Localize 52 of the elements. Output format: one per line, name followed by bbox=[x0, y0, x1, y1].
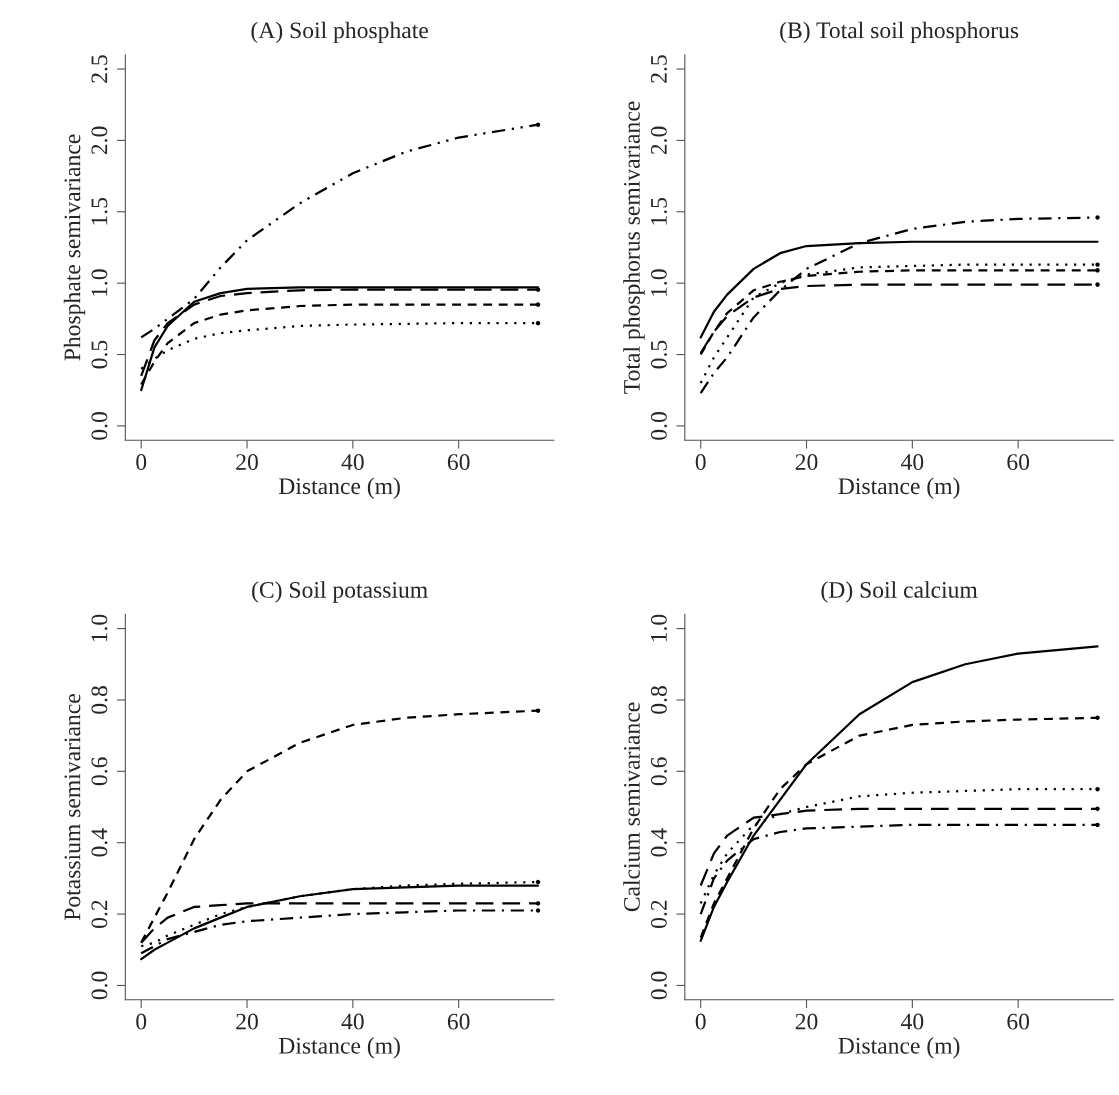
x-axis-title: Distance (m) bbox=[838, 477, 960, 499]
y-tick-label: 0.6 bbox=[650, 757, 667, 786]
x-tick-label: 60 bbox=[1007, 454, 1030, 470]
chart-title: (C) Soil potassium bbox=[252, 581, 428, 603]
y-axis-title: Phosphate semivariance bbox=[63, 134, 86, 361]
y-tick-label: 2.5 bbox=[650, 55, 667, 83]
y-axis-title: Calcium semivariance bbox=[623, 702, 640, 912]
y-tick-label: 0.2 bbox=[650, 900, 667, 928]
x-tick-label: 40 bbox=[341, 454, 364, 470]
y-tick-label: 0.5 bbox=[650, 340, 667, 369]
x-tick-label: 20 bbox=[795, 454, 818, 470]
x-tick-label: 20 bbox=[236, 454, 258, 470]
y-tick-label: 1.0 bbox=[91, 269, 108, 296]
x-tick-label: 60 bbox=[447, 1013, 470, 1030]
chart-title: (B) Total soil phosphorus bbox=[780, 21, 1019, 44]
y-tick-label: 0.6 bbox=[91, 757, 108, 786]
y-tick-label: 2.0 bbox=[91, 126, 108, 155]
x-tick-label: 40 bbox=[901, 454, 924, 470]
y-tick-label: 0.4 bbox=[650, 828, 667, 857]
y-tick-label: 1.5 bbox=[651, 197, 667, 225]
x-axis-title: Distance (m) bbox=[278, 1037, 400, 1059]
y-tick-label: 0.0 bbox=[91, 412, 108, 440]
x-tick-label: 40 bbox=[341, 1013, 364, 1030]
y-tick-label: 0.0 bbox=[91, 971, 108, 1000]
y-tick-label: 0.0 bbox=[650, 412, 667, 440]
x-tick-label: 0 bbox=[695, 454, 706, 470]
y-tick-label: 1.0 bbox=[91, 614, 108, 642]
x-tick-label: 60 bbox=[1007, 1013, 1030, 1030]
x-tick-label: 20 bbox=[795, 1013, 818, 1030]
y-tick-label: 2.0 bbox=[650, 126, 667, 155]
y-tick-label: 0.5 bbox=[91, 340, 108, 369]
y-tick-label: 0.8 bbox=[91, 686, 108, 714]
y-tick-label: 1.5 bbox=[91, 197, 108, 225]
x-tick-label: 0 bbox=[136, 1013, 147, 1030]
x-tick-label: 20 bbox=[236, 1013, 258, 1030]
y-tick-label: 0.2 bbox=[91, 900, 108, 928]
x-axis-title: Distance (m) bbox=[278, 477, 400, 499]
y-tick-label: 0.0 bbox=[650, 971, 667, 1000]
chart-title: (A) Soil phosphate bbox=[251, 21, 428, 44]
y-axis-title: Total phosphorus semivariance bbox=[623, 101, 645, 394]
x-tick-label: 0 bbox=[695, 1013, 706, 1030]
y-axis-title: Potassium semivariance bbox=[64, 694, 81, 921]
y-tick-label: 2.5 bbox=[91, 55, 108, 83]
x-tick-label: 60 bbox=[447, 454, 470, 470]
x-tick-label: 0 bbox=[136, 454, 147, 470]
y-tick-label: 1.0 bbox=[650, 614, 667, 642]
y-tick-label: 1.0 bbox=[650, 269, 667, 296]
x-axis-title: Distance (m) bbox=[838, 1037, 960, 1059]
chart-title: (D) Soil calcium bbox=[821, 581, 978, 603]
y-tick-label: 0.8 bbox=[650, 686, 667, 714]
x-tick-label: 40 bbox=[901, 1013, 924, 1030]
y-tick-label: 0.4 bbox=[91, 828, 108, 857]
